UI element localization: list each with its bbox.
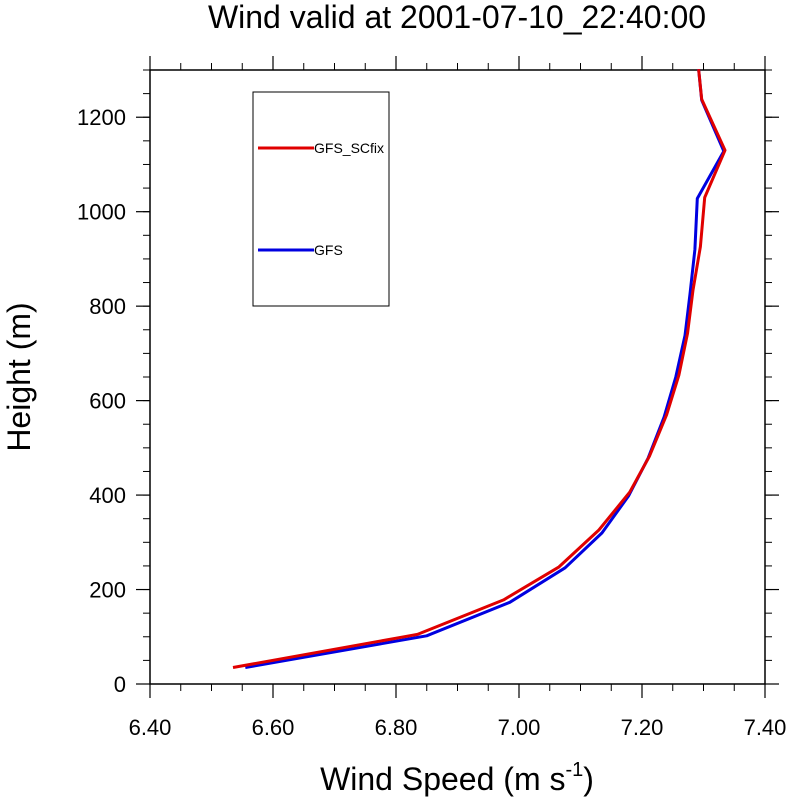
x-axis-label-tail: ) bbox=[583, 761, 594, 797]
y-tick-label: 200 bbox=[89, 578, 126, 603]
x-axis-label-main: Wind Speed (m s bbox=[320, 761, 565, 797]
y-tick-label: 400 bbox=[89, 483, 126, 508]
x-tick-label: 6.80 bbox=[375, 715, 418, 740]
x-tick-label: 6.40 bbox=[129, 715, 172, 740]
x-tick-labels: 6.40 6.60 6.80 7.00 7.20 7.40 bbox=[129, 715, 787, 740]
legend-label-gfs: GFS bbox=[314, 242, 343, 258]
y-tick-label: 600 bbox=[89, 389, 126, 414]
legend-box bbox=[252, 91, 390, 307]
x-axis-label-superscript: -1 bbox=[565, 759, 583, 781]
plot-area bbox=[149, 69, 766, 685]
y-tick-label: 0 bbox=[114, 672, 126, 697]
series-line-gfs-scfix bbox=[232, 68, 727, 669]
y-tick-label: 800 bbox=[89, 294, 126, 319]
legend: GFS_SCfix GFS bbox=[252, 91, 390, 307]
x-tick-label: 7.20 bbox=[621, 715, 664, 740]
y-tick-labels: 0 200 400 600 800 1000 1200 bbox=[77, 105, 126, 697]
x-axis-label: Wind Speed (m s-1) bbox=[320, 759, 594, 797]
y-tick-label: 1000 bbox=[77, 200, 126, 225]
major-ticks bbox=[136, 56, 779, 698]
chart-title: Wind valid at 2001-07-10_22:40:00 bbox=[208, 0, 706, 35]
x-tick-label: 7.40 bbox=[744, 715, 787, 740]
x-tick-label: 6.60 bbox=[252, 715, 295, 740]
x-tick-label: 7.00 bbox=[498, 715, 541, 740]
series-line-gfs bbox=[245, 68, 726, 669]
legend-label-gfs-scfix: GFS_SCfix bbox=[314, 140, 384, 156]
series-layer bbox=[232, 68, 727, 669]
y-axis-label: Height (m) bbox=[1, 302, 37, 451]
y-tick-label: 1200 bbox=[77, 105, 126, 130]
